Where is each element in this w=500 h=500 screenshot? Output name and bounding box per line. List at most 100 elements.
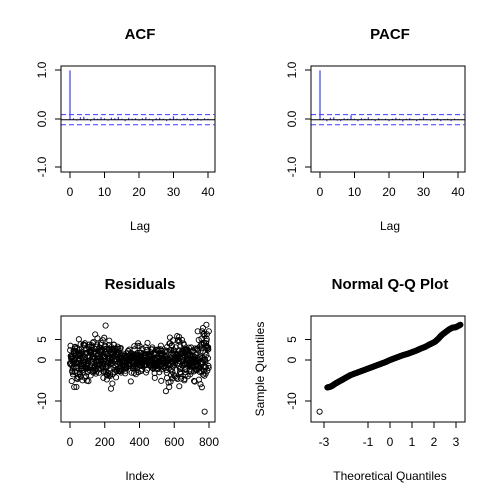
residual-point [122, 367, 129, 374]
residual-point [168, 366, 175, 373]
residual-point [80, 364, 87, 371]
residual-point [85, 378, 92, 385]
residual-point [205, 364, 212, 371]
residual-point [157, 342, 164, 349]
residual-point [204, 355, 212, 362]
acf-y-tick-label: 1.0 [35, 61, 49, 78]
residual-point [102, 322, 109, 329]
residual-point [108, 357, 115, 364]
residual-point [205, 346, 212, 353]
residuals-y-tick-label: 0 [35, 356, 49, 363]
residual-point [71, 384, 78, 391]
residual-point [179, 336, 186, 344]
residuals-points [66, 321, 212, 415]
residual-point [194, 328, 201, 335]
qq-x-tick-label: 2 [431, 435, 438, 449]
residual-point [75, 336, 82, 343]
residual-point [203, 321, 210, 328]
residual-point [77, 341, 84, 348]
residual-point [198, 345, 205, 352]
residual-point [144, 339, 151, 346]
residual-point [134, 342, 141, 349]
residuals-title: Residuals [105, 276, 176, 293]
residual-point [143, 369, 150, 376]
residuals-x-tick-label: 0 [67, 435, 74, 449]
qq-x-tick-label: 0 [387, 435, 394, 449]
residual-point [82, 342, 89, 349]
residuals-x-axis-label: Index [125, 469, 154, 483]
residual-point [103, 376, 110, 383]
residuals-y-tick-label: -10 [35, 392, 49, 410]
residual-point [174, 375, 181, 382]
residual-point [79, 351, 86, 358]
residual-point [201, 408, 208, 415]
residuals-x-tick-label: 200 [95, 435, 115, 449]
residual-point [162, 388, 169, 395]
residual-point [143, 366, 151, 373]
residual-point [73, 383, 80, 390]
residual-point [139, 345, 146, 352]
residual-point [203, 352, 210, 359]
pacf-panel: PACF 0 10 20 30 40 -1.0 0.0 1.0 Lag [285, 26, 466, 233]
residual-point [106, 337, 113, 344]
residual-point [92, 331, 99, 338]
residual-point [68, 378, 75, 385]
residual-point [198, 384, 205, 391]
pacf-y-tick-label: 1.0 [285, 61, 299, 78]
residual-point [177, 375, 185, 382]
residual-point [107, 385, 115, 392]
residual-point [151, 374, 158, 381]
acf-x-axis-label: Lag [130, 219, 150, 233]
pacf-bars [319, 70, 459, 122]
qq-points [316, 321, 464, 415]
residual-point [199, 324, 206, 332]
acf-x-tick-label: 10 [98, 185, 112, 199]
qq-x-tick-label: 1 [409, 435, 416, 449]
pacf-x-tick-label: 30 [417, 185, 431, 199]
qq-y-tick-label: 5 [285, 336, 299, 343]
residual-point [117, 344, 124, 351]
qq-title: Normal Q-Q Plot [332, 276, 449, 293]
residual-point [101, 334, 108, 341]
acf-x-tick-label: 30 [167, 185, 181, 199]
residuals-y-tick-label: 5 [35, 336, 49, 343]
residuals-x-tick-label: 800 [199, 435, 219, 449]
qq-panel: Normal Q-Q Plot -3 -1 0 1 2 3 -10 0 5 Sa… [253, 276, 466, 483]
residual-point [203, 337, 210, 344]
residual-point [158, 377, 165, 384]
acf-x-tick-label: 0 [67, 185, 74, 199]
residual-point [178, 350, 185, 358]
acf-bars [69, 70, 209, 122]
residual-point [203, 335, 210, 342]
acf-y-tick-label: 0.0 [35, 110, 49, 127]
residual-point [173, 374, 180, 381]
pacf-title: PACF [370, 26, 410, 43]
pacf-x-tick-label: 40 [451, 185, 465, 199]
qq-x-tick-label: 3 [453, 435, 460, 449]
residual-point [149, 346, 156, 353]
qq-y-axis-label: Sample Quantiles [253, 322, 267, 417]
residual-point [109, 380, 116, 387]
pacf-x-tick-label: 0 [317, 185, 324, 199]
residual-point [200, 331, 207, 338]
residual-point [112, 374, 120, 381]
residual-point [176, 383, 183, 390]
pacf-x-tick-label: 10 [348, 185, 362, 199]
residuals-x-tick-label: 600 [164, 435, 184, 449]
residual-point [81, 340, 88, 347]
qq-x-axis-label: Theoretical Quantiles [333, 469, 446, 483]
qq-x-tick-label: -1 [363, 435, 374, 449]
residual-point [116, 345, 124, 352]
residual-point [94, 335, 101, 342]
residual-point [131, 346, 138, 353]
residual-point [175, 362, 182, 369]
residual-point [205, 328, 212, 335]
qq-x-tick-label: -3 [319, 435, 330, 449]
pacf-x-tick-label: 20 [382, 185, 396, 199]
residual-point [202, 370, 209, 377]
residual-point [127, 378, 134, 385]
acf-x-tick-label: 40 [201, 185, 215, 199]
residuals-panel: Residuals 0 200 400 600 800 -10 0 5 Inde… [35, 276, 219, 483]
qq-y-tick-label: 0 [285, 356, 299, 363]
residual-point [200, 371, 207, 378]
